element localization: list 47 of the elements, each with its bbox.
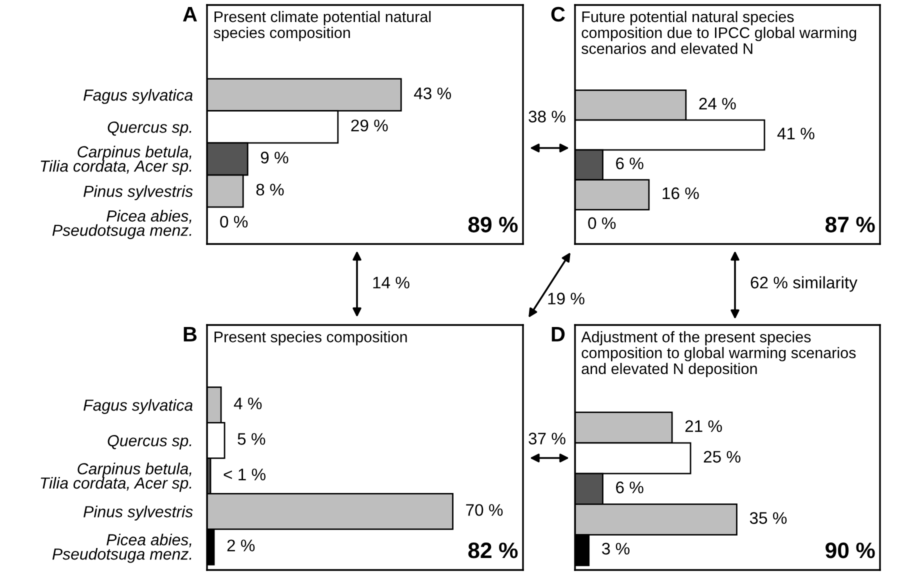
- data-label: 6 %: [616, 158, 644, 170]
- annotation: 87 %: [825, 216, 875, 232]
- y-tick-label: Fagus sylvatica: [84, 89, 193, 104]
- annotation: 89 %: [468, 216, 518, 232]
- data-label: 35 %: [750, 512, 787, 524]
- text: 37 %: [528, 432, 566, 444]
- text: 62 % similarity: [750, 276, 858, 292]
- data-label: 0 %: [220, 216, 248, 228]
- y-tick-label: Picea abies, Pseudotsuga menz.: [52, 210, 192, 240]
- annotation: 90 %: [826, 542, 875, 558]
- y-tick-label: Pinus sylvestris: [84, 185, 193, 200]
- data-label: 2 %: [227, 540, 255, 552]
- y-tick-label: Fagus sylvatica: [84, 399, 193, 414]
- data-label: < 1 %: [224, 468, 266, 480]
- data-label: 70 %: [466, 504, 503, 516]
- y-tick-label: Carpinus betula, Tilia cordata, Acer sp.: [40, 146, 192, 175]
- text: 19 %: [548, 292, 584, 304]
- data-label: 29 %: [351, 120, 388, 132]
- data-label: 8 %: [256, 184, 284, 196]
- data-label: 4 %: [234, 398, 262, 410]
- y-tick-label: Quercus sp.: [108, 122, 192, 136]
- y-tick-label: Quercus sp.: [108, 435, 192, 450]
- data-label: 25 %: [704, 450, 740, 463]
- annotation: 82 %: [468, 542, 518, 558]
- data-label: 41 %: [777, 128, 814, 140]
- data-label: 43 %: [414, 87, 452, 100]
- y-tick-label: Carpinus betula, Tilia cordata, Acer sp.: [40, 462, 192, 492]
- text: B: [184, 327, 197, 342]
- data-label: 6 %: [616, 482, 644, 494]
- text: D: [552, 327, 565, 342]
- y-tick-label: Pinus sylvestris: [84, 506, 193, 521]
- text: C: [551, 6, 565, 22]
- data-label: 5 %: [238, 433, 266, 445]
- data-label: 24 %: [699, 98, 736, 110]
- chart-title: Adjustment of the present species composition to global warming scenarios and elevated N deposition: [581, 331, 856, 378]
- data-label: 16 %: [662, 187, 699, 200]
- data-label: 0 %: [588, 217, 616, 230]
- chart-title: Present climate potential natural species composition: [214, 10, 431, 42]
- y-tick-label: Picea abies, Pseudotsuga menz.: [52, 534, 192, 563]
- data-label: 21 %: [685, 420, 722, 432]
- data-label: 9 %: [260, 152, 288, 164]
- chart-title: Future potential natural species composition due to IPCC global warming scenarios and elevated N: [582, 10, 856, 54]
- chart-title: Present species composition: [214, 331, 407, 346]
- text: A: [182, 7, 197, 22]
- text: 14 %: [373, 276, 410, 288]
- text: 38 %: [528, 110, 566, 122]
- data-label: 3 %: [602, 542, 630, 555]
